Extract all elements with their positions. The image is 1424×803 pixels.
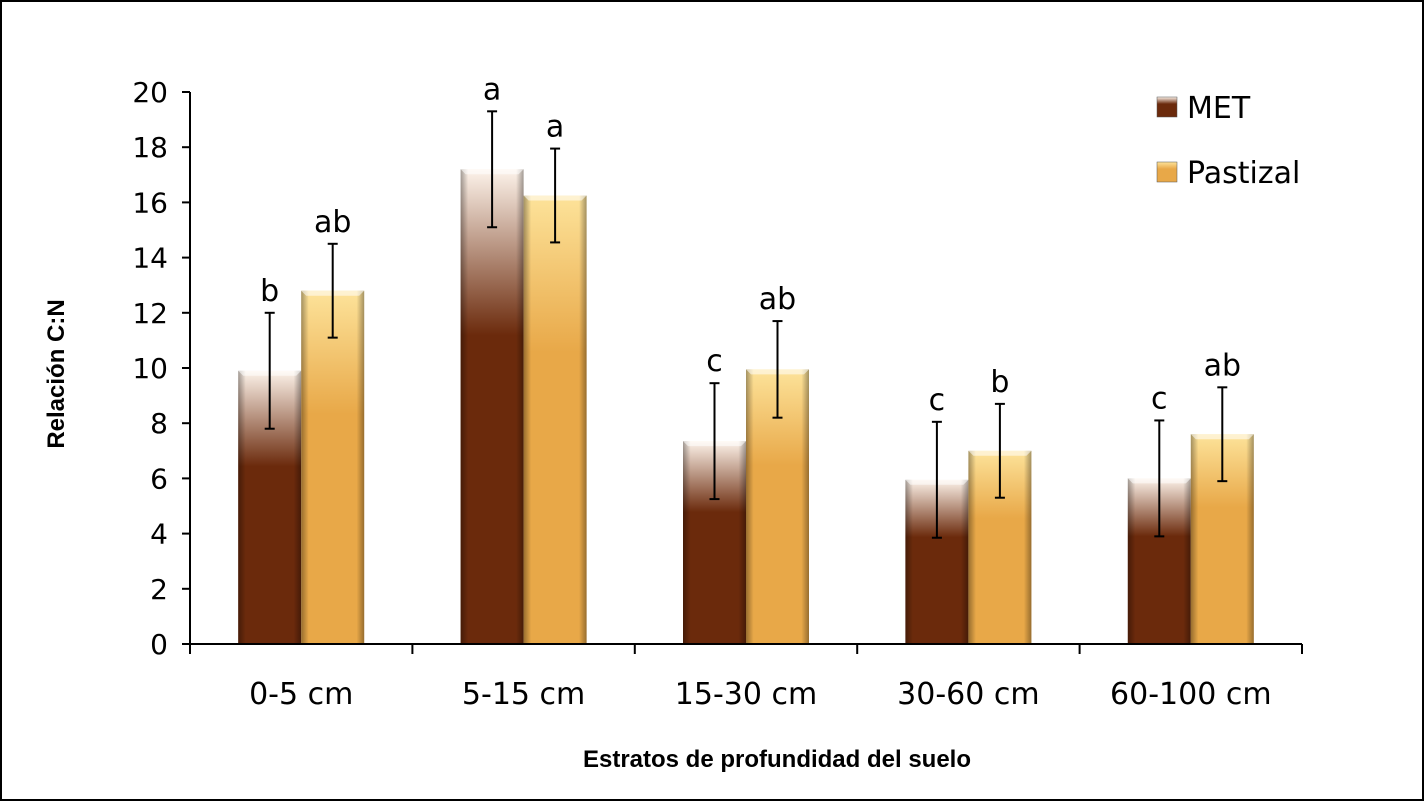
x-tick-label: 5-15 cm bbox=[462, 677, 585, 712]
sig-letter-met-1: a bbox=[483, 72, 501, 107]
legend-swatch bbox=[1156, 96, 1178, 118]
legend: MET Pastizal bbox=[1156, 91, 1300, 191]
y-tick-label: 8 bbox=[150, 407, 168, 440]
error-bar-pastizal-2 bbox=[772, 320, 783, 419]
legend-label: MET bbox=[1187, 91, 1251, 126]
y-tick-label: 18 bbox=[132, 131, 168, 164]
error-bar-met-4 bbox=[1154, 419, 1165, 538]
error-bars-layer bbox=[264, 110, 1228, 539]
sig-letter-pastizal-2: ab bbox=[759, 282, 796, 317]
legend-swatch bbox=[1156, 161, 1178, 183]
sig-letter-met-0: b bbox=[260, 274, 279, 309]
y-tick-label: 0 bbox=[150, 628, 168, 661]
error-bar-met-1 bbox=[487, 110, 498, 229]
legend-item-met: MET bbox=[1156, 91, 1251, 126]
bars-layer bbox=[238, 169, 1254, 644]
error-bar-pastizal-3 bbox=[994, 402, 1005, 499]
axes-layer bbox=[182, 91, 1303, 654]
bar-met-1 bbox=[460, 169, 524, 644]
y-tick-label: 12 bbox=[132, 297, 168, 330]
sig-letter-pastizal-0: ab bbox=[314, 205, 351, 240]
sig-letter-pastizal-3: b bbox=[990, 365, 1009, 400]
y-tick-label: 16 bbox=[132, 186, 168, 219]
legend-label: Pastizal bbox=[1187, 156, 1300, 191]
y-tick-label: 14 bbox=[132, 242, 168, 275]
error-bar-pastizal-0 bbox=[327, 242, 338, 339]
error-bar-pastizal-4 bbox=[1217, 386, 1228, 483]
bar-pastizal-1 bbox=[523, 195, 587, 644]
error-bar-pastizal-1 bbox=[550, 147, 561, 244]
legend-item-pastizal: Pastizal bbox=[1156, 156, 1300, 191]
sig-letter-met-3: c bbox=[929, 383, 946, 418]
y-tick-label: 6 bbox=[150, 462, 168, 495]
error-bar-met-3 bbox=[931, 420, 942, 539]
x-tick-label: 15-30 cm bbox=[675, 677, 817, 712]
y-tick-label: 20 bbox=[132, 76, 168, 109]
sig-letter-pastizal-4: ab bbox=[1204, 348, 1241, 383]
y-axis-title: Relación C:N bbox=[43, 299, 70, 448]
x-axis-title: Estratos de profundidad del suelo bbox=[583, 746, 971, 773]
sig-letter-pastizal-1: a bbox=[546, 110, 564, 145]
x-tick-label: 30-60 cm bbox=[897, 677, 1039, 712]
bar-pastizal-0 bbox=[301, 290, 365, 644]
error-bar-met-0 bbox=[264, 311, 275, 430]
x-tick-label: 60-100 cm bbox=[1110, 677, 1272, 712]
sig-letter-met-4: c bbox=[1151, 381, 1168, 416]
y-tick-label: 10 bbox=[132, 352, 168, 385]
sig-letter-met-2: c bbox=[706, 344, 723, 379]
y-tick-label: 2 bbox=[150, 573, 168, 606]
y-tick-label: 4 bbox=[150, 518, 168, 551]
error-bar-met-2 bbox=[709, 382, 720, 501]
x-tick-label: 0-5 cm bbox=[249, 677, 353, 712]
